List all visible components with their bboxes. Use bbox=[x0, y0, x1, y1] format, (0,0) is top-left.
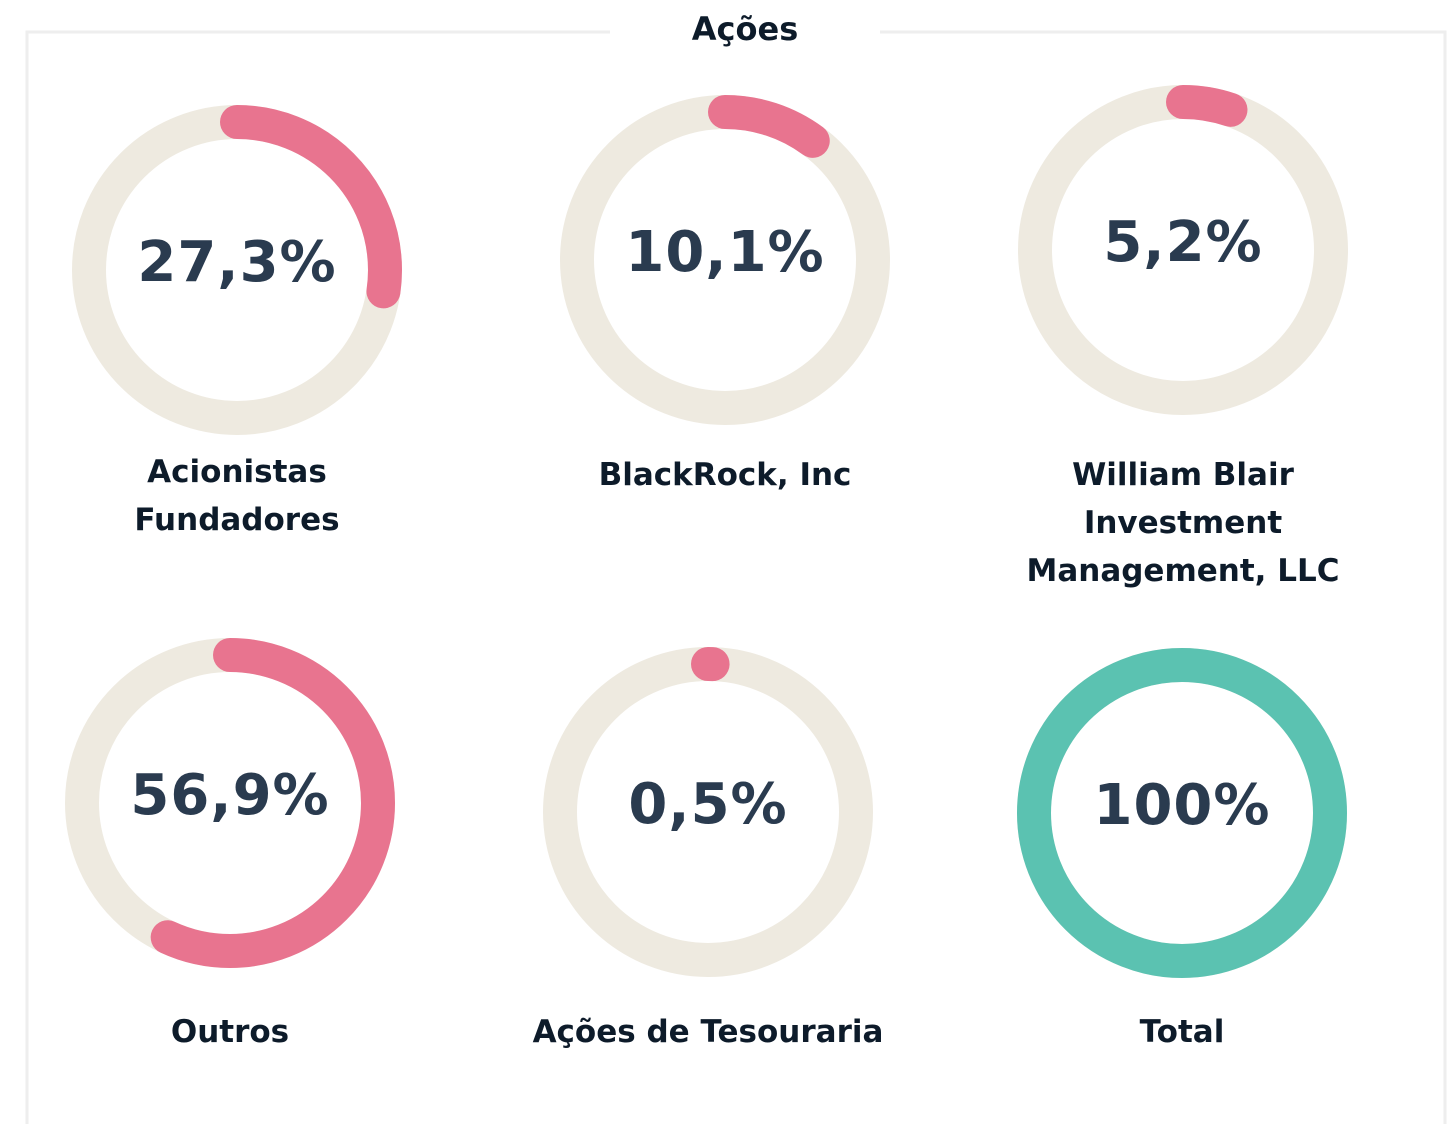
donut-arc bbox=[1017, 648, 1347, 978]
chart-title: Ações bbox=[691, 10, 799, 48]
value-label: 56,9% bbox=[130, 763, 330, 828]
donut bbox=[65, 638, 395, 968]
category-label: William Blair Investment Management, LLC bbox=[1026, 457, 1340, 589]
donut-arc bbox=[543, 647, 873, 977]
donut bbox=[543, 647, 873, 977]
category-label: Acionistas Fundadores bbox=[134, 454, 340, 538]
category-label: BlackRock, Inc bbox=[598, 457, 852, 493]
donut bbox=[1017, 648, 1347, 978]
donut bbox=[1018, 85, 1348, 415]
value-label: 27,3% bbox=[137, 230, 337, 295]
value-label: 0,5% bbox=[628, 772, 788, 837]
donut bbox=[560, 95, 890, 425]
donut bbox=[72, 105, 402, 435]
category-label: Ações de Tesouraria bbox=[532, 1014, 884, 1050]
value-label: 5,2% bbox=[1103, 210, 1263, 275]
donut-arc bbox=[65, 638, 395, 968]
value-label: 10,1% bbox=[625, 220, 825, 285]
category-label: Total bbox=[1139, 1014, 1225, 1050]
donut-arc bbox=[1018, 85, 1348, 415]
border bbox=[25, 30, 1447, 1124]
value-label: 100% bbox=[1093, 773, 1271, 838]
category-label: Outros bbox=[170, 1014, 290, 1050]
donut-arc bbox=[72, 105, 402, 435]
donut-arc bbox=[560, 95, 890, 425]
